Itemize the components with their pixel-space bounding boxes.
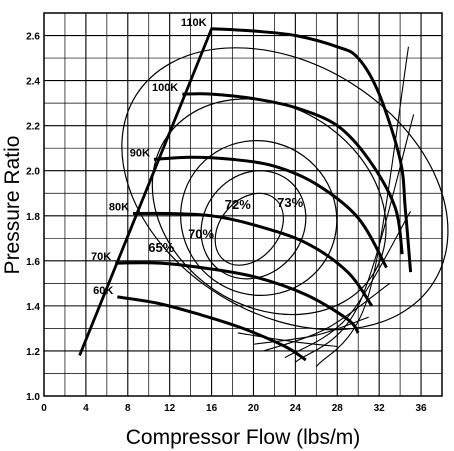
y-tick-label: 2.6 [26,32,40,43]
x-tick-label: 12 [164,403,176,414]
x-axis-title: Compressor Flow (lbs/m) [126,426,361,449]
efficiency-label: 72% [225,197,251,212]
x-tick-label: 0 [41,403,47,414]
surge-line-group [78,28,213,356]
x-tick-label: 16 [206,403,218,414]
speed-lines [115,27,413,362]
flow-line [284,211,412,359]
y-tick-label: 1.6 [26,257,40,268]
surge-line [78,28,213,356]
plot-frame [43,12,443,397]
x-tick-label: 4 [83,403,89,414]
y-tick-label: 1.4 [26,302,40,313]
efficiency-label: 65% [148,240,174,255]
efficiency-contour [121,47,449,331]
efficiency-label: 73% [277,195,303,210]
speed-line [115,261,360,334]
speed-line-label: 110K [181,17,207,29]
y-tick-label: 2.4 [26,77,40,88]
y-tick-label: 1.0 [26,392,40,403]
speed-line [132,211,374,307]
flow-line [237,332,338,347]
flow-line [315,46,410,368]
y-tick-label: 1.2 [26,347,40,358]
x-tick-label: 32 [374,403,386,414]
x-tick-label: 28 [332,403,344,414]
flow-line [295,114,415,363]
speed-line [182,92,404,255]
efficiency-contour [180,140,338,296]
speed-line-label: 90K [130,147,150,159]
efficiency-islands [121,47,449,331]
y-tick-label: 2.2 [26,122,40,133]
x-tick-label: 8 [125,403,131,414]
x-tick-label: 20 [248,403,260,414]
x-tick-label: 24 [290,403,302,414]
speed-line [153,155,388,269]
chart-labels: 0 4 8 12 16 20 24 28 32 36 1.0 1.2 1.4 1.6 1.8 2.0 2.2 2.… [26,17,427,414]
speed-line-label: 60K [93,285,113,297]
y-tick-label: 2.0 [26,167,40,178]
efficiency-label: 70% [188,226,214,241]
speed-line-label: 70K [91,251,111,263]
flow-line [253,316,369,345]
x-tick-label: 36 [415,403,427,414]
y-axis-title: Pressure Ratio [1,136,24,275]
choke-lines [237,46,415,368]
speed-line-label: 100K [152,82,178,94]
speed-line [117,295,307,362]
flow-line [263,282,390,352]
speed-line-label: 80K [109,202,129,214]
grid [44,13,442,396]
speed-line [210,27,413,273]
y-tick-label: 1.8 [26,212,40,223]
efficiency-contour [214,192,284,266]
